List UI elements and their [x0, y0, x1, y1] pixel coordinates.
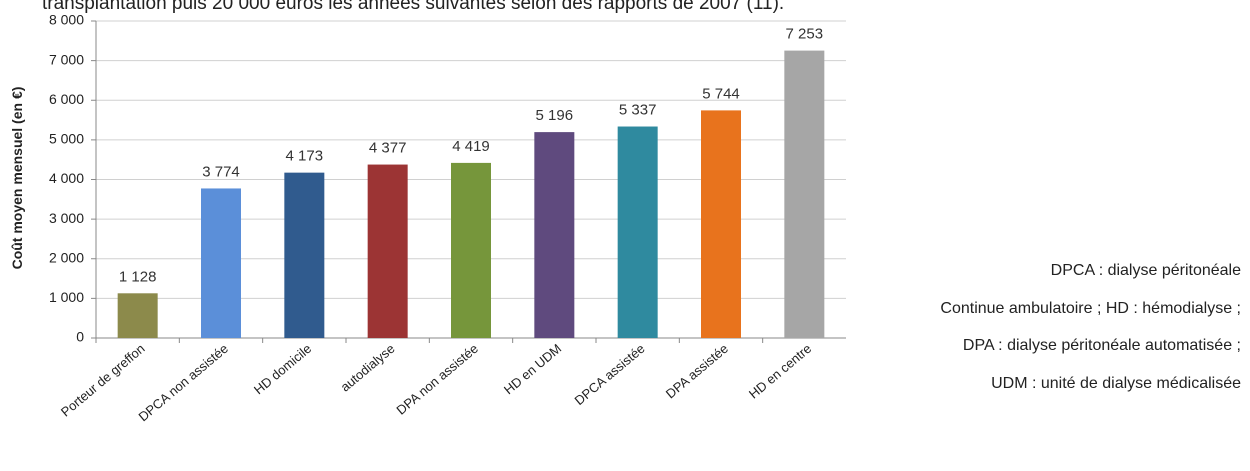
note-line: DPCA : dialyse péritonéale: [1051, 262, 1241, 279]
bar: [284, 172, 325, 338]
x-tick-label: autodialyse: [338, 341, 398, 395]
x-tick-label: HD en centre: [746, 341, 814, 402]
bar: [117, 293, 158, 338]
y-tick-label: 0: [76, 329, 84, 345]
value-label: 4 419: [452, 138, 490, 155]
bar: [784, 50, 825, 338]
x-tick-label: DPA non assistée: [393, 341, 481, 418]
x-tick-label: Porteur de greffon: [58, 341, 148, 420]
top-line: transplantation puis 20 000 euros les an…: [42, 0, 784, 14]
note-line: Continue ambulatoire ; HD : hémodialyse …: [940, 300, 1241, 317]
y-tick-label: 1 000: [49, 289, 84, 305]
value-label: 1 128: [119, 268, 157, 285]
bar: [367, 164, 408, 338]
note-line: DPA : dialyse péritonéale automatisée ;: [963, 337, 1241, 354]
note-line: UDM : unité de dialyse médicalisée: [991, 375, 1241, 392]
value-label: 5 744: [702, 85, 740, 102]
bar: [701, 110, 741, 338]
x-tick-label: DPCA non assistée: [135, 341, 230, 424]
value-label: 5 337: [619, 102, 657, 119]
bar: [451, 162, 491, 338]
x-tick-label: HD en UDM: [501, 341, 564, 398]
value-label: 7 253: [786, 26, 824, 43]
value-label: 4 173: [286, 148, 324, 165]
value-label: 4 377: [369, 140, 407, 157]
y-tick-label: 4 000: [49, 170, 84, 186]
bar: [534, 132, 575, 338]
bar: [201, 188, 241, 338]
y-axis-label: Coût moyen mensuel (en €): [9, 87, 25, 270]
y-tick-label: 3 000: [49, 210, 84, 226]
x-tick-label: HD domicile: [251, 341, 314, 398]
x-tick-label: DPA assistée: [663, 341, 731, 402]
bar: [617, 126, 658, 338]
y-tick-label: 2 000: [49, 249, 84, 265]
value-label: 3 774: [202, 163, 240, 180]
y-tick-label: 5 000: [49, 131, 84, 147]
x-tick-label: DPCA assistée: [572, 341, 648, 408]
y-tick-label: 6 000: [49, 91, 84, 107]
y-tick-label: 7 000: [49, 51, 84, 67]
y-tick-label: 8 000: [49, 12, 84, 28]
value-label: 5 196: [536, 107, 574, 124]
